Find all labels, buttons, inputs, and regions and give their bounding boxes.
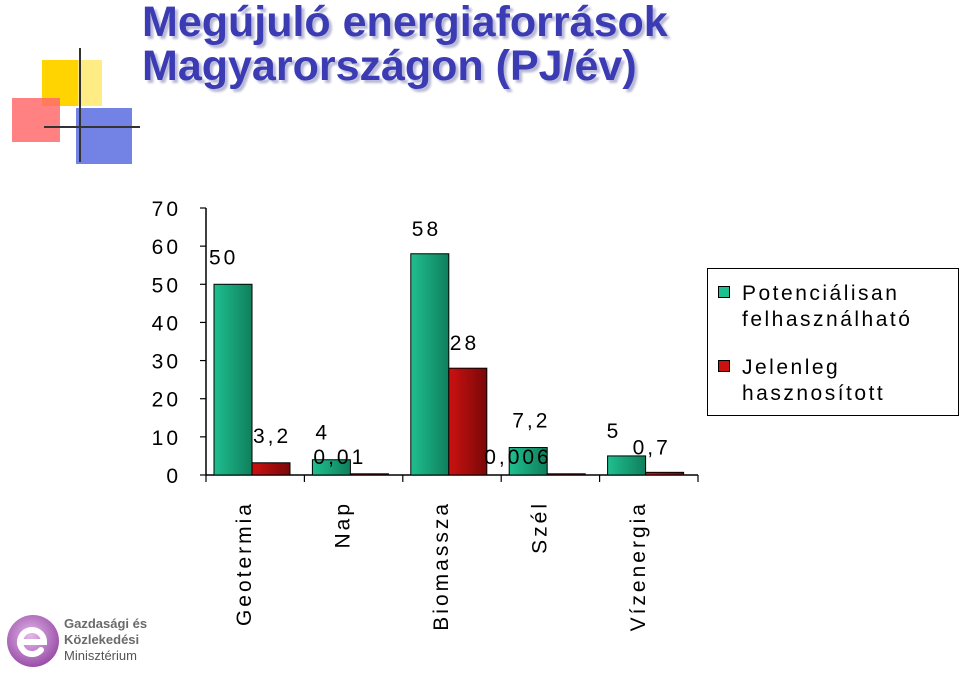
data-label-potential: 5 [607,420,622,443]
legend-swatch-potential [718,286,730,298]
bar-current [645,471,685,476]
y-tick-label: 40 [152,312,181,335]
logo-line-1: Gazdasági és [64,616,148,631]
data-label-current: 0,006 [484,446,552,469]
bar-current [546,473,586,476]
y-tick-label: 30 [152,351,181,374]
legend-label-potential: Potenciálisan felhasználható [742,282,913,331]
legend-swatch-current [718,360,730,372]
chart-legend: Potenciálisan felhasználható Jelenleg ha… [707,268,959,416]
title-line-1: Megújuló energiaforrások [142,0,668,46]
data-label-current: 3,2 [253,425,291,448]
bar-current [448,367,488,476]
page-title: Megújuló energiaforrások Magyarországon … [142,0,668,88]
y-tick-label: 10 [152,427,181,450]
bar-current [251,462,291,476]
data-label-potential: 7,2 [512,410,550,433]
x-category-label: Geotermia [233,501,256,626]
y-tick-label: 60 [152,236,181,259]
logo-line-3: Minisztérium [64,648,137,663]
x-category-label: Biomassza [430,501,453,631]
bar-potential [311,459,351,476]
data-label-current: 0,7 [633,436,671,459]
legend-label-current: Jelenleg hasznosított [742,356,886,405]
y-tick-label: 20 [152,389,181,412]
data-label-current: 0,01 [313,446,366,469]
ministry-logo-text: Gazdasági és Közlekedési Minisztérium [64,616,147,664]
data-label-potential: 58 [412,218,441,241]
data-label-current: 28 [450,332,479,355]
y-tick-label: 50 [152,274,181,297]
y-tick-label: 70 [152,198,181,221]
bar-potential [213,283,253,476]
bar-potential [508,447,548,476]
x-category-label: Szél [528,501,551,554]
decorative-squares [12,48,140,164]
x-category-label: Vízenergia [627,501,650,631]
bar-potential [410,253,450,476]
data-label-potential: 4 [315,422,330,445]
ministry-logo-icon [7,615,59,667]
title-line-2: Magyarországon (PJ/év) [142,42,637,90]
data-label-potential: 50 [209,246,238,269]
bar-current [349,473,389,476]
bar-potential [607,455,647,476]
logo-line-2: Közlekedési [64,632,140,647]
x-category-label: Nap [332,501,355,549]
y-tick-label: 0 [166,465,181,488]
